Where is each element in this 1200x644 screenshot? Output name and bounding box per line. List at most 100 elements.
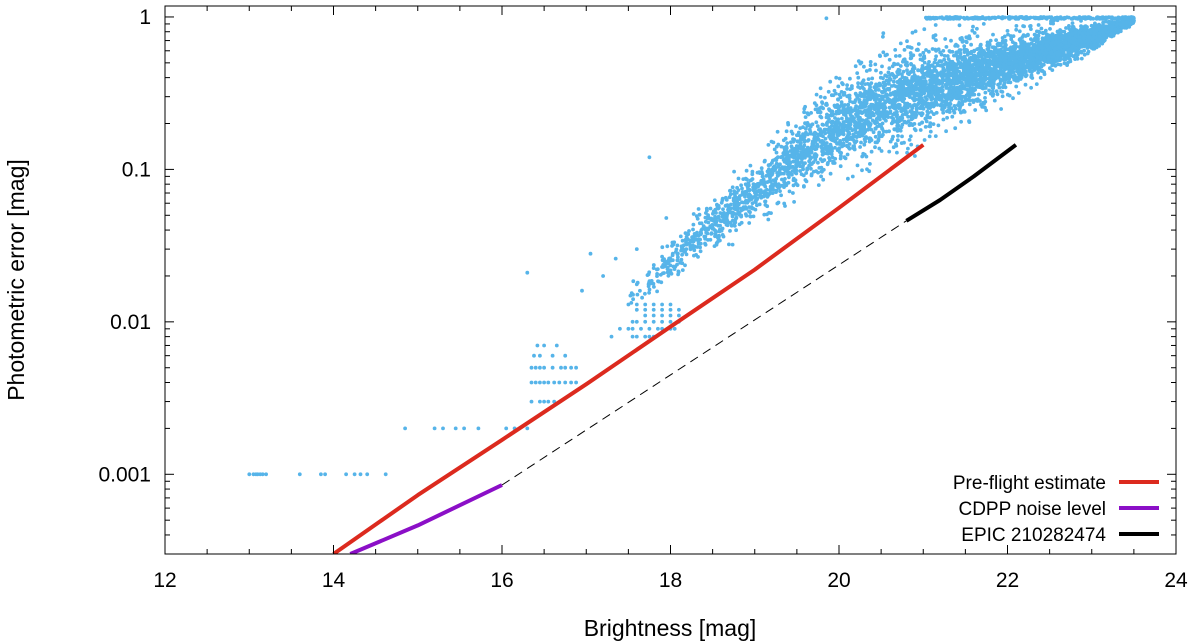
scatter-point: [1042, 57, 1047, 62]
scatter-point: [913, 29, 918, 34]
scatter-point: [923, 95, 928, 99]
scatter-point: [613, 256, 618, 261]
scatter-point: [866, 77, 871, 81]
scatter-point: [914, 48, 919, 52]
scatter-point: [664, 216, 669, 220]
scatter-point: [1096, 38, 1101, 42]
scatter-point: [1018, 38, 1023, 43]
scatter-point: [848, 117, 852, 122]
scatter-point: [601, 274, 605, 278]
scatter-point: [546, 399, 551, 404]
scatter-point: [260, 472, 265, 477]
scatter-point: [665, 270, 670, 275]
scatter-point: [848, 113, 853, 117]
scatter-point: [867, 114, 872, 119]
scatter-point: [893, 106, 898, 111]
scatter-point: [668, 263, 673, 268]
scatter-point: [906, 114, 910, 119]
scatter-point: [867, 169, 872, 174]
scatter-point: [906, 119, 911, 123]
scatter-point: [932, 60, 937, 65]
scatter-point: [698, 249, 703, 254]
scatter-point: [913, 128, 918, 133]
scatter-point: [1028, 66, 1033, 70]
scatter-point: [1028, 24, 1033, 28]
scatter-point: [643, 291, 647, 296]
scatter-point: [752, 183, 757, 188]
scatter-point: [550, 365, 555, 370]
scatter-point: [819, 174, 823, 179]
scatter-point: [525, 426, 530, 431]
scatter-point: [878, 75, 883, 80]
scatter-point: [802, 106, 807, 111]
scatter-point: [960, 71, 965, 76]
scatter-point: [793, 178, 798, 183]
scatter-point: [1009, 35, 1014, 39]
scatter-point: [984, 108, 989, 113]
scatter-point: [862, 95, 866, 99]
scatter-point: [998, 69, 1003, 73]
scatter-point: [931, 104, 936, 109]
scatter-point: [913, 154, 917, 158]
scatter-point: [643, 313, 648, 318]
scatter-point: [803, 121, 807, 126]
scatter-point: [821, 134, 825, 139]
scatter-point: [684, 252, 689, 257]
scatter-point: [1027, 43, 1031, 48]
scatter-point: [1015, 69, 1019, 74]
scatter-point: [538, 380, 542, 385]
scatter-point: [986, 48, 991, 53]
scatter-point: [352, 472, 357, 477]
scatter-point: [868, 89, 873, 94]
scatter-point: [762, 159, 767, 164]
scatter-point: [930, 47, 935, 51]
scatter-point: [848, 76, 852, 81]
scatter-point: [985, 40, 990, 45]
scatter-point: [1005, 29, 1010, 33]
scatter-point: [951, 85, 956, 90]
scatter-point: [794, 181, 798, 186]
scatter-point: [959, 119, 963, 124]
scatter-point: [525, 270, 530, 275]
scatter-point: [832, 129, 837, 134]
scatter-point: [1028, 69, 1032, 74]
scatter-point: [821, 123, 826, 127]
scatter-point: [753, 207, 758, 212]
scatter-point: [866, 127, 870, 132]
scatter-point: [634, 302, 639, 307]
scatter-point: [887, 57, 892, 62]
scatter-point: [862, 87, 866, 91]
scatter-point: [918, 79, 923, 84]
scatter-point: [936, 123, 941, 128]
scatter-point: [961, 66, 966, 71]
scatter-point: [999, 47, 1003, 52]
scatter-point: [1056, 31, 1061, 36]
scatter-point: [905, 111, 909, 115]
scatter-point: [880, 90, 884, 94]
scatter-point: [881, 34, 885, 39]
scatter-point: [905, 63, 910, 68]
scatter-point: [889, 115, 894, 120]
scatter-point: [915, 93, 920, 98]
scatter-point: [821, 177, 826, 182]
scatter-point: [919, 104, 923, 109]
scatter-point: [692, 247, 696, 251]
scatter-point: [845, 83, 849, 87]
scatter-point: [924, 88, 929, 92]
scatter-point: [934, 110, 939, 115]
scatter-point: [965, 48, 969, 53]
scatter-point: [771, 184, 775, 189]
scatter-point: [965, 87, 969, 92]
scatter-point: [774, 190, 778, 195]
scatter-point: [895, 123, 900, 128]
scatter-point: [542, 380, 546, 385]
scatter-point: [782, 185, 786, 190]
scatter-point: [358, 472, 363, 477]
scatter-point: [858, 121, 862, 126]
scatter-point: [639, 326, 643, 331]
scatter-point: [766, 143, 771, 147]
scatter-point: [733, 220, 738, 225]
scatter-point: [1036, 46, 1040, 51]
scatter-point: [1076, 52, 1080, 57]
scatter-point: [919, 97, 924, 102]
